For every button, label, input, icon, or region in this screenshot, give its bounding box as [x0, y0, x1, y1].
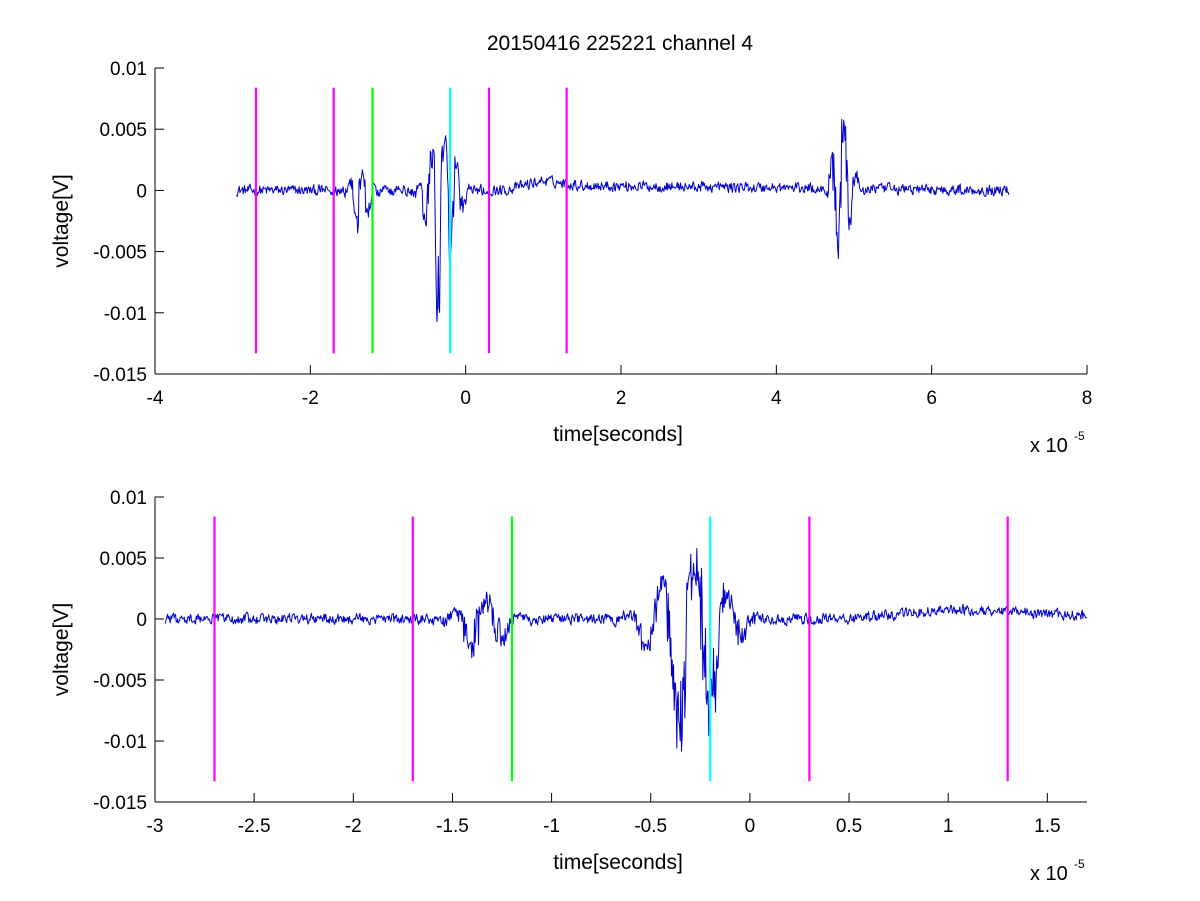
y-tick-label: -0.01 [104, 732, 147, 753]
voltage-series-line [164, 548, 1088, 752]
x-multiplier-label: x 10 [1030, 435, 1068, 457]
figure-title: 20150416 225221 channel 4 [487, 32, 754, 55]
x-multiplier-exponent: -5 [1074, 857, 1085, 871]
voltage-series-line [236, 118, 1010, 323]
x-tick-label: 8 [1082, 388, 1093, 409]
top-plot: 0.01 0.005 0 -0.005 -0.01 -0.015-4 -2 0 2 4 6 8 time… [50, 59, 1092, 457]
y-tick-label: -0.015 [93, 793, 147, 814]
bottom-plot: 0.01 0.005 0 -0.005 -0.01 -0.015-3 -2.5 -2 -1.5 -… [50, 488, 1088, 885]
x-tick-label: -2.5 [238, 816, 271, 837]
y-axis-label: voltage[V] [50, 603, 73, 696]
x-axis-label: time[seconds] [553, 851, 683, 874]
x-tick-label: 1 [943, 816, 954, 837]
y-tick-label: 0.005 [99, 120, 147, 141]
x-axis-label: time[seconds] [553, 423, 683, 446]
y-tick-label: 0.01 [110, 59, 147, 80]
x-tick-label: 0 [745, 816, 756, 837]
y-axis-label: voltage[V] [50, 174, 73, 267]
x-tick-label: -1 [543, 816, 560, 837]
x-tick-label: -2 [302, 388, 319, 409]
y-tick-label: 0.01 [110, 488, 147, 509]
x-tick-label: 4 [771, 388, 782, 409]
x-tick-label: -1.5 [436, 816, 469, 837]
x-tick-label: -3 [147, 816, 164, 837]
x-tick-label: 2 [616, 388, 627, 409]
x-tick-label: -2 [345, 816, 362, 837]
y-tick-label: 0 [136, 181, 147, 202]
y-tick-label: 0.005 [99, 549, 147, 570]
y-tick-label: -0.01 [104, 304, 147, 325]
y-tick-label: -0.015 [93, 365, 147, 386]
x-tick-label: 0 [460, 388, 471, 409]
x-tick-label: -0.5 [634, 816, 667, 837]
x-tick-label: 1.5 [1034, 816, 1060, 837]
x-tick-label: 6 [926, 388, 937, 409]
y-tick-label: 0 [136, 610, 147, 631]
y-tick-label: -0.005 [93, 671, 147, 692]
x-multiplier-exponent: -5 [1074, 429, 1085, 443]
y-tick-label: -0.005 [93, 243, 147, 264]
x-tick-label: 0.5 [836, 816, 862, 837]
x-tick-label: -4 [147, 388, 164, 409]
x-multiplier-label: x 10 [1030, 863, 1068, 885]
